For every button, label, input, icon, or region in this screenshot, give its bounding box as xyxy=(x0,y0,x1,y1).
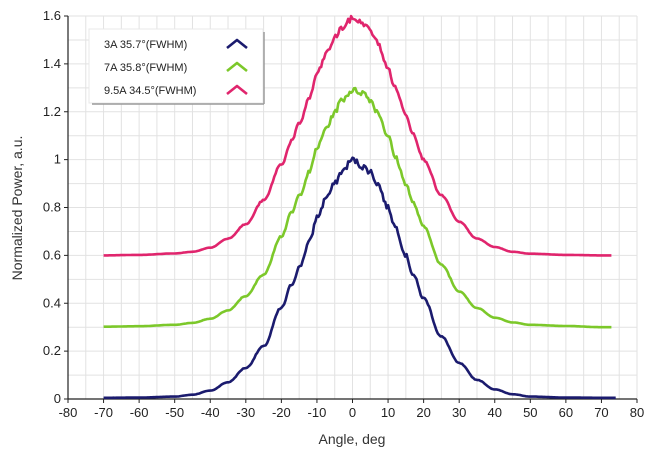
legend-label: 7A 35.8°(FWHM) xyxy=(104,62,187,74)
x-tick-label: -70 xyxy=(94,405,113,420)
x-tick-label: 40 xyxy=(488,405,502,420)
x-tick-label: -10 xyxy=(308,405,327,420)
y-tick-label: 0.4 xyxy=(43,295,61,310)
x-tick-label: -60 xyxy=(130,405,149,420)
x-tick-label: 20 xyxy=(416,405,430,420)
legend: 3A 35.7°(FWHM) 7A 35.8°(FWHM) 9.5A 34.5°(F… xyxy=(89,29,264,104)
x-tick-label: 10 xyxy=(381,405,395,420)
x-axis-ticks: -80 -70 -60 -50 -40 -30 -20 -10 0 10 20 30 40 50 60 70 8… xyxy=(59,399,645,420)
x-tick-label: 30 xyxy=(452,405,466,420)
x-tick-label: -80 xyxy=(59,405,78,420)
y-tick-label: 0.2 xyxy=(43,343,61,358)
x-tick-label: 60 xyxy=(559,405,573,420)
y-tick-label: 1.4 xyxy=(43,56,61,71)
series-line xyxy=(104,158,616,398)
y-tick-label: 0.6 xyxy=(43,247,61,262)
y-tick-label: 1.6 xyxy=(43,8,61,23)
x-tick-label: -30 xyxy=(236,405,255,420)
x-tick-label: -40 xyxy=(201,405,220,420)
y-axis-label: Normalized Power, a.u. xyxy=(9,136,25,281)
y-axis-ticks: 0 0.2 0.4 0.6 0.8 1 1.2 1.4 1.6 xyxy=(43,8,68,406)
x-tick-label: -50 xyxy=(165,405,184,420)
y-tick-label: 0 xyxy=(54,391,61,406)
x-tick-label: 70 xyxy=(594,405,608,420)
y-tick-label: 0.8 xyxy=(43,200,61,215)
y-tick-label: 1.2 xyxy=(43,104,61,119)
x-tick-label: 0 xyxy=(349,405,356,420)
x-tick-label: 50 xyxy=(523,405,537,420)
y-tick-label: 1 xyxy=(54,152,61,167)
x-tick-label: 80 xyxy=(630,405,644,420)
x-tick-label: -20 xyxy=(272,405,291,420)
legend-label: 3A 35.7°(FWHM) xyxy=(104,39,187,51)
x-axis-label: Angle, deg xyxy=(319,431,386,447)
legend-label: 9.5A 34.5°(FWHM) xyxy=(104,85,196,97)
